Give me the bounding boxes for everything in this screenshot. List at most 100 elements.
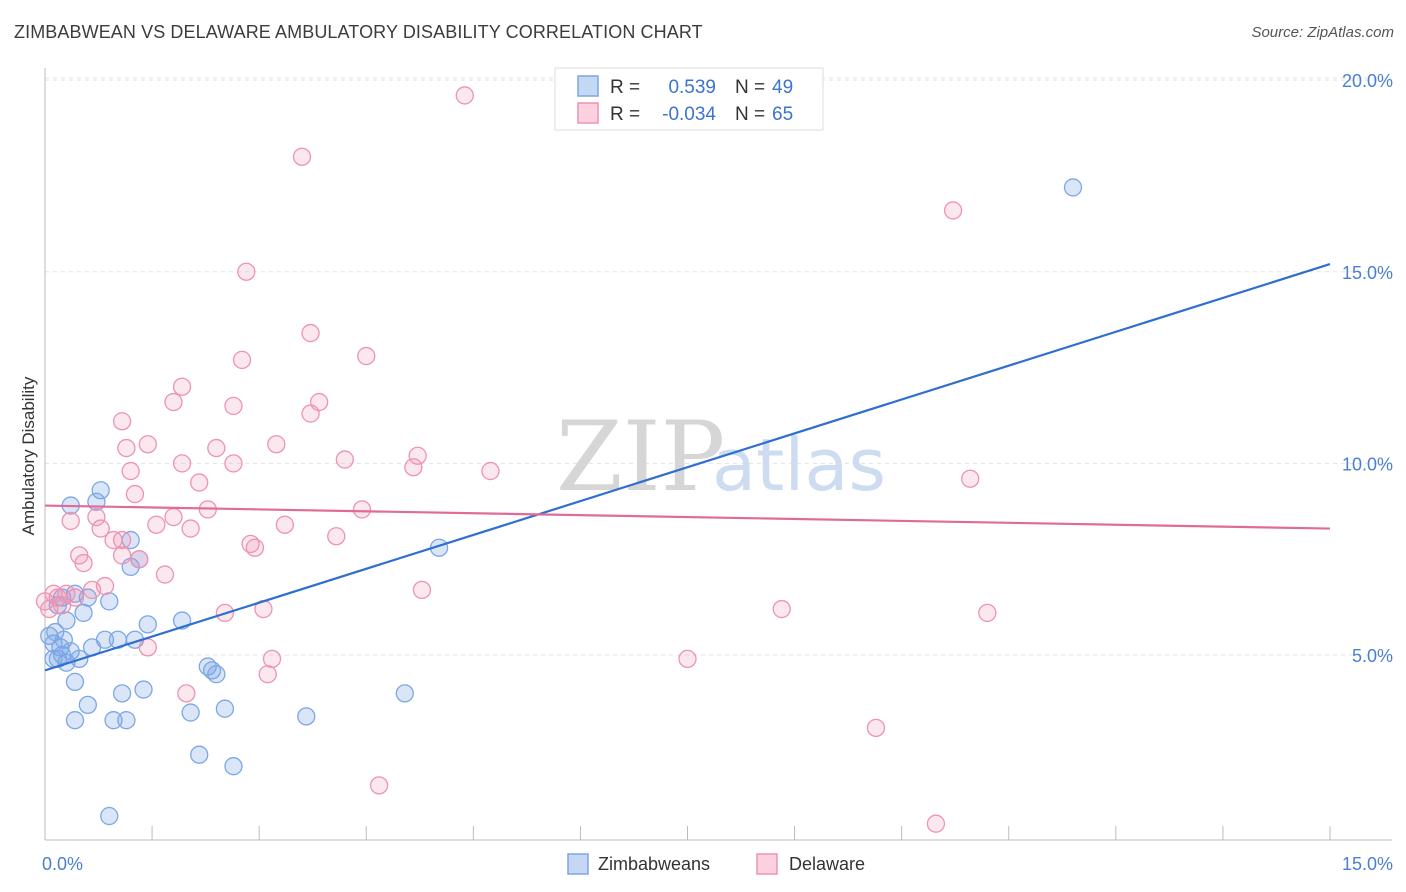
delaware-point-29: [172, 377, 192, 396]
y-tick-label-2: 15.0%: [1342, 263, 1393, 283]
stats-n-label-blue: N =: [735, 77, 765, 98]
legend-swatch-delaware: [756, 853, 778, 875]
delaware-point-28: [172, 454, 192, 473]
zimbabweans-point-30: [190, 745, 209, 764]
zimbabweans-point-11: [74, 603, 93, 623]
delaware-point-15: [112, 546, 132, 565]
delaware-point-53: [352, 500, 372, 519]
stats-r-label-blue: R =: [610, 77, 640, 98]
delaware-point-41: [245, 538, 265, 557]
watermark: ZIP atlas: [556, 401, 886, 513]
delaware-point-9: [74, 553, 93, 573]
delaware-point-51: [327, 527, 346, 546]
axes: [44, 68, 1392, 841]
zimbabweans-point-44: [57, 611, 76, 630]
delaware-point-23: [138, 435, 157, 454]
delaware-point-50: [309, 392, 329, 412]
delaware-point-12: [91, 519, 110, 538]
bottom-legend: Zimbabweans Delaware: [567, 853, 865, 875]
delaware-point-64: [926, 814, 946, 833]
zimbabweans-point-47: [100, 806, 119, 826]
stats-legend-swatch-blue: [577, 75, 599, 97]
legend-label-zimbabweans: Zimbabweans: [598, 854, 710, 874]
delaware-point-6: [61, 511, 80, 531]
delaware-point-62: [772, 599, 791, 619]
delaware-point-59: [455, 86, 474, 105]
stats-legend: R = 0.539 N = 49 R = -0.034 N = 65: [554, 67, 824, 131]
zimbabweans-point-29: [181, 703, 200, 722]
zimbabweans-point-18: [104, 711, 123, 730]
trend-lines: [44, 263, 1331, 672]
x-tick-label-0: 0.0%: [42, 854, 83, 874]
delaware-point-55: [369, 776, 389, 795]
delaware-point-56: [404, 458, 423, 477]
delaware-point-7: [65, 588, 85, 607]
delaware-point-5: [57, 584, 76, 603]
stats-r-label-pink: R =: [610, 104, 640, 125]
zimbabweans-point-33: [207, 665, 226, 684]
y-axis-title: Ambulatory Disability: [19, 376, 38, 535]
delaware-point-61: [678, 649, 697, 669]
delaware-point-58: [412, 580, 432, 600]
delaware-point-49: [301, 323, 320, 343]
delaware-point-39: [237, 262, 256, 281]
zimbabweans-point-6: [54, 630, 73, 649]
zimbabweans-point-15: [91, 481, 110, 500]
delaware-point-45: [267, 435, 286, 454]
chart-source: Source: ZipAtlas.com: [1251, 24, 1394, 41]
x-tick-labels: 0.0% 15.0%: [42, 854, 1393, 874]
delaware-point-52: [335, 450, 354, 469]
delaware-point-66: [961, 469, 980, 488]
zimbabweans-point-16: [95, 630, 115, 649]
delaware-point-26: [164, 392, 183, 412]
delaware-point-19: [121, 461, 140, 481]
zimbabweans-point-21: [117, 711, 136, 730]
delaware-point-54: [357, 346, 376, 366]
delaware-point-32: [190, 473, 209, 492]
legend-swatch-zimbabweans: [567, 853, 589, 875]
stats-r-value-blue: 0.539: [668, 77, 716, 98]
delaware-point-13: [95, 576, 115, 596]
zimbabweans-point-37: [395, 684, 414, 703]
legend-label-delaware: Delaware: [789, 854, 865, 874]
delaware-point-11: [87, 507, 106, 527]
delaware-point-20: [125, 484, 145, 504]
delaware-point-21: [130, 550, 149, 569]
zimbabweans-trend-line: [44, 263, 1331, 672]
stats-n-value-blue: 49: [772, 77, 793, 98]
delaware-point-65: [943, 201, 963, 220]
delaware-point-36: [224, 454, 243, 473]
zimbabweans-point-9: [65, 672, 85, 692]
series-delaware: [35, 86, 997, 833]
delaware-point-46: [275, 515, 295, 534]
delaware-point-57: [408, 446, 427, 465]
zimbabweans-point-46: [1063, 178, 1083, 197]
delaware-trend-line: [44, 504, 1331, 530]
watermark-zip: ZIP: [556, 401, 725, 513]
delaware-point-17: [112, 412, 132, 431]
delaware-point-27: [164, 507, 183, 527]
delaware-point-34: [207, 438, 226, 458]
delaware-point-43: [258, 665, 277, 684]
stats-n-value-pink: 65: [772, 104, 793, 125]
delaware-point-38: [232, 350, 252, 370]
delaware-point-44: [262, 649, 282, 669]
delaware-point-67: [978, 603, 997, 623]
delaware-point-24: [147, 515, 166, 534]
chart-title: ZIMBABWEAN VS DELAWARE AMBULATORY DISABI…: [14, 22, 703, 42]
delaware-point-30: [177, 684, 196, 703]
zimbabweans-point-20: [112, 684, 132, 703]
zimbabweans-point-35: [224, 757, 243, 776]
x-tick-label-1: 15.0%: [1342, 854, 1393, 874]
watermark-atlas: atlas: [712, 423, 886, 507]
zimbabweans-point-36: [297, 707, 316, 726]
delaware-point-22: [138, 638, 157, 657]
delaware-point-16: [112, 530, 132, 550]
delaware-point-25: [155, 565, 175, 584]
zimbabweans-point-17: [100, 592, 119, 611]
stats-r-value-pink: -0.034: [662, 104, 716, 125]
zimbabweans-point-39: [65, 711, 85, 730]
delaware-point-18: [117, 438, 136, 458]
zimbabweans-point-27: [138, 615, 157, 634]
